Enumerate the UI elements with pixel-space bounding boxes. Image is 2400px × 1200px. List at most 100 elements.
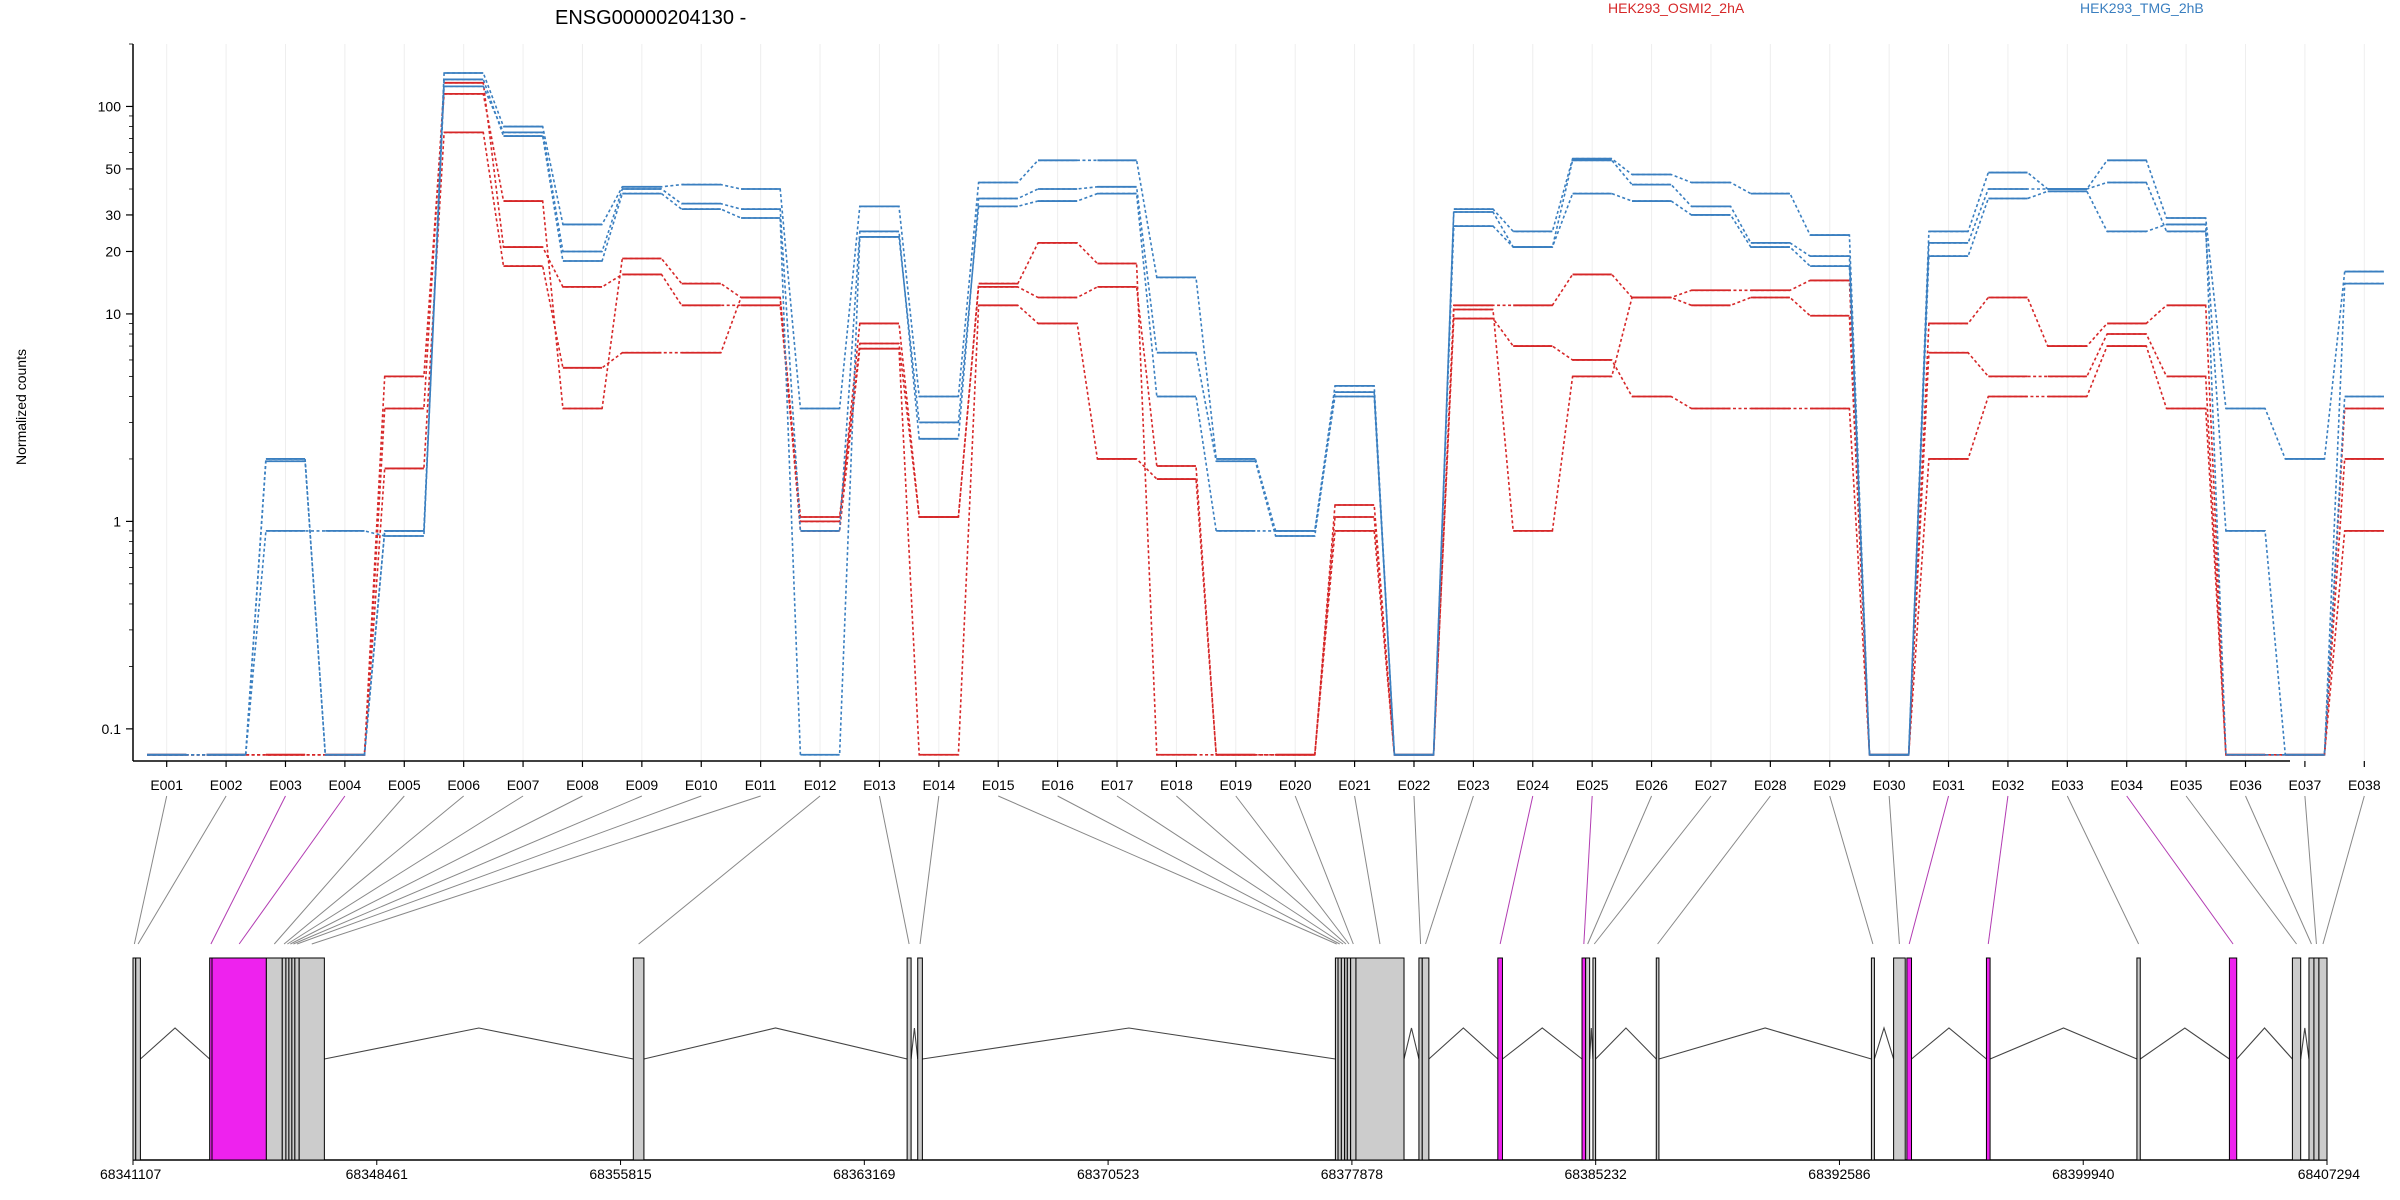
x-tick-label-e015: E015 [982,777,1015,793]
exon-e005 [265,957,283,1161]
y-tick-label-10: 10 [105,306,121,322]
connector-e009 [293,795,643,945]
y-tick-label-20: 20 [105,243,121,259]
exon-e038 [2318,957,2328,1161]
series-3-line [147,93,2384,756]
intron-e026 [1589,1027,1594,1060]
intron-e011 [324,1027,634,1060]
genomic-tick-label-68370523: 68370523 [1077,1166,1140,1182]
series-6-line [147,78,2384,756]
intron-e028 [1658,1027,1872,1060]
connector-e006 [283,795,464,945]
x-tick-label-e018: E018 [1160,777,1193,793]
y-tick-label-50: 50 [105,161,121,177]
intron-e021 [1403,1027,1420,1060]
connector-e002 [137,795,227,945]
exon-e023 [1421,957,1430,1161]
intron-e033 [2139,1027,2230,1060]
exon-e033 [2136,957,2141,1161]
series-5-line [147,85,2384,756]
connector-e021 [1354,795,1381,945]
exon-e024 [1497,957,1503,1161]
x-tick-label-e034: E034 [2110,777,2143,793]
series-2 [147,81,2384,756]
connector-e007 [287,795,524,945]
exon-e011 [298,957,325,1161]
exon-e002 [135,957,141,1161]
series-6 [147,78,2384,756]
connector-e017 [1116,795,1344,945]
exon-e031 [1906,957,1913,1161]
connector-e020 [1294,795,1354,945]
y-tick-label-0.1: 0.1 [102,721,122,737]
x-tick-label-e010: E010 [685,777,718,793]
connector-e015 [998,795,1337,945]
x-tick-label-e019: E019 [1219,777,1252,793]
y-axis-label: Normalized counts [13,349,29,465]
x-tick-label-e002: E002 [210,777,243,793]
plot-series [147,72,2384,756]
connector-e027 [1593,795,1712,945]
connector-e023 [1425,795,1474,945]
x-tick-label-e035: E035 [2170,777,2203,793]
exon-e006 [281,957,287,1161]
series-5 [147,85,2384,756]
connector-e036 [2245,795,2312,945]
connector-e028 [1657,795,1771,945]
intron-e035 [2300,1027,2310,1060]
exon-e013 [906,957,912,1161]
chart-title: ENSG00000204130 - [555,7,746,29]
genomic-tick-label-68377878: 68377878 [1321,1166,1384,1182]
connector-e025 [1583,795,1593,945]
connector-e010 [296,795,702,945]
y-tick-label-100: 100 [98,98,122,114]
y-ticks: 0.1 1 10 20 30 50 100 [98,43,133,737]
series-1 [147,131,2384,756]
exon-e014 [917,957,923,1161]
x-ticks: E001 E002 E003 E004 E005 E006 E007 E008 E009 E010… [150,761,2381,793]
exon-e028 [1655,957,1660,1161]
connector-e030 [1888,795,1900,945]
exon-e034 [2228,957,2238,1161]
intron-e012 [643,1027,908,1060]
gene-model [132,957,2328,1161]
genomic-tick-label-68407294: 68407294 [2298,1166,2361,1182]
connector-e029 [1829,795,1874,945]
genomic-coordinate-ticks: 68341107 68348461 68355815 68363169 68370523… [100,1160,2360,1182]
connector-e018 [1176,795,1347,945]
exon-e027 [1592,957,1597,1161]
x-tick-label-e027: E027 [1695,777,1728,793]
intron-e024 [1502,1027,1583,1060]
legend-item-tmg: HEK293_TMG_2hB [2080,0,2204,16]
y-tick-label-1: 1 [113,513,121,529]
exon-e029 [1870,957,1875,1161]
x-tick-label-e014: E014 [922,777,955,793]
connector-e022 [1413,795,1422,945]
series-4-line [147,72,2384,756]
series-4 [147,72,2384,756]
exon-e030 [1893,957,1906,1161]
x-tick-label-e023: E023 [1457,777,1490,793]
exon-e026 [1585,957,1591,1161]
x-tick-label-e030: E030 [1873,777,1906,793]
intron-e023 [1428,1027,1499,1060]
series-1-line [147,131,2384,756]
x-tick-label-e009: E009 [626,777,659,793]
intron-e034 [2236,1027,2293,1060]
series-3 [147,92,2384,756]
connector-e032 [1987,795,2009,945]
genomic-tick-label-68399940: 68399940 [2052,1166,2115,1182]
intron-e014 [922,1027,1336,1060]
intron-e013 [910,1027,919,1060]
connector-e033 [2066,795,2140,945]
exon-e036 [2308,957,2315,1161]
genomic-tick-label-68385232: 68385232 [1565,1166,1628,1182]
intron-e027 [1595,1027,1657,1060]
exon-e037 [2313,957,2320,1161]
x-tick-label-e033: E033 [2051,777,2084,793]
x-tick-label-e031: E031 [1932,777,1965,793]
connector-e038 [2322,795,2365,945]
exon-e010 [294,957,300,1161]
x-tick-label-e036: E036 [2229,777,2262,793]
